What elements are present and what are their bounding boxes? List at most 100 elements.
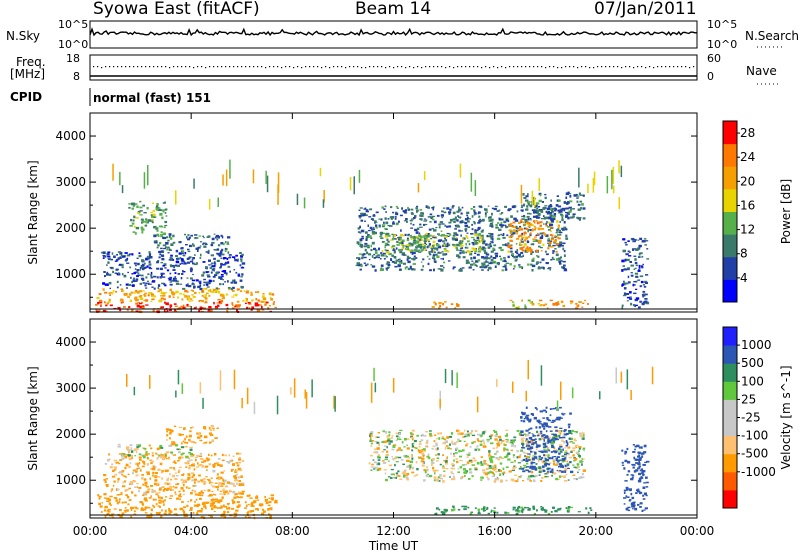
velocity-cell [192, 512, 195, 514]
power-streak [613, 185, 615, 194]
velocity-cell [557, 460, 559, 463]
power-cell [464, 228, 468, 231]
power-cell [466, 232, 469, 234]
nave-point [473, 66, 475, 68]
velocity-cell [236, 501, 240, 504]
power-cell [519, 234, 523, 237]
velocity-cell [391, 448, 395, 451]
nave-point [261, 66, 263, 68]
velocity-cell [232, 500, 236, 504]
velocity-cell [544, 510, 548, 513]
power-cell [215, 234, 220, 238]
power-cell [433, 258, 436, 261]
velocity-cell [490, 442, 494, 445]
velocity-cell [564, 453, 567, 456]
velocity-colorbar-label: -500 [741, 447, 768, 461]
velocity-cell [572, 442, 575, 444]
velocity-cell [206, 459, 209, 462]
power-cell [145, 219, 148, 222]
power-cell [117, 307, 121, 310]
velocity-cell [553, 456, 557, 458]
velocity-cell [157, 476, 161, 478]
velocity-cell [399, 432, 401, 436]
power-cell [387, 234, 391, 237]
power-cell [466, 220, 470, 223]
power-cell [151, 293, 154, 296]
velocity-cell [535, 426, 538, 429]
power-cell [134, 203, 138, 205]
power-cell [559, 220, 561, 223]
velocity-cell [406, 478, 410, 481]
velocity-cell [642, 494, 645, 497]
power-cell [135, 289, 138, 292]
power-cell [407, 267, 411, 271]
power-cell [535, 239, 538, 241]
velocity-cell [126, 446, 130, 448]
power-cell [446, 207, 450, 210]
power-cell [136, 291, 140, 294]
power-cell [549, 268, 551, 271]
velocity-cell [578, 455, 581, 457]
nave-point [577, 67, 579, 69]
velocity-cell [173, 513, 177, 515]
power-cell [410, 227, 414, 229]
power-cell [389, 216, 393, 219]
power-streak [587, 183, 589, 194]
velocity-cell [173, 508, 177, 511]
power-cell [395, 211, 398, 213]
velocity-cell [497, 458, 501, 461]
power-cell [645, 240, 649, 242]
power-cell [407, 233, 410, 236]
power-cell [184, 252, 187, 255]
velocity-cell [436, 437, 438, 440]
nave-point [477, 66, 479, 68]
power-cell [161, 276, 166, 278]
power-cell [491, 225, 494, 228]
velocity-cell [166, 478, 169, 482]
velocity-cell [517, 505, 521, 509]
velocity-cell [191, 472, 195, 475]
power-cell [534, 250, 537, 253]
power-cell [217, 291, 221, 294]
velocity-cell [486, 467, 489, 470]
power-cell [433, 229, 437, 232]
power-cell [102, 288, 105, 291]
velocity-cell [490, 511, 492, 513]
velocity-cell [477, 438, 479, 442]
nave-point [617, 66, 619, 68]
power-cell [360, 238, 364, 240]
power-cell [507, 242, 510, 245]
power-cell [363, 208, 366, 210]
power-cell [537, 255, 540, 258]
power-cell [142, 282, 146, 284]
power-cell [538, 199, 542, 202]
power-cell [508, 224, 513, 227]
power-cell [565, 237, 569, 240]
power-cell [467, 261, 470, 264]
power-cell [215, 287, 219, 290]
power-cell [513, 217, 517, 221]
velocity-cell [514, 459, 516, 463]
velocity-cell [147, 506, 151, 509]
power-cell [248, 307, 251, 310]
velocity-cell [217, 499, 221, 502]
velocity-cell [162, 489, 165, 492]
velocity-cell [188, 438, 191, 442]
power-cell [433, 235, 436, 237]
power-cell [383, 258, 386, 260]
velocity-colorbar-label: 500 [741, 356, 764, 370]
power-cell [539, 193, 542, 197]
velocity-cell [224, 454, 227, 457]
velocity-cell [151, 454, 154, 457]
velocity-cell [154, 498, 157, 501]
velocity-cell [141, 465, 145, 468]
power-streak [222, 174, 224, 186]
power-cell [420, 261, 423, 263]
power-cell [445, 306, 448, 309]
velocity-cell [442, 480, 445, 483]
velocity-cell [582, 461, 584, 463]
power-cell [443, 244, 446, 247]
power-cell [198, 280, 202, 283]
power-cell [387, 224, 391, 227]
velocity-cell [197, 436, 201, 439]
